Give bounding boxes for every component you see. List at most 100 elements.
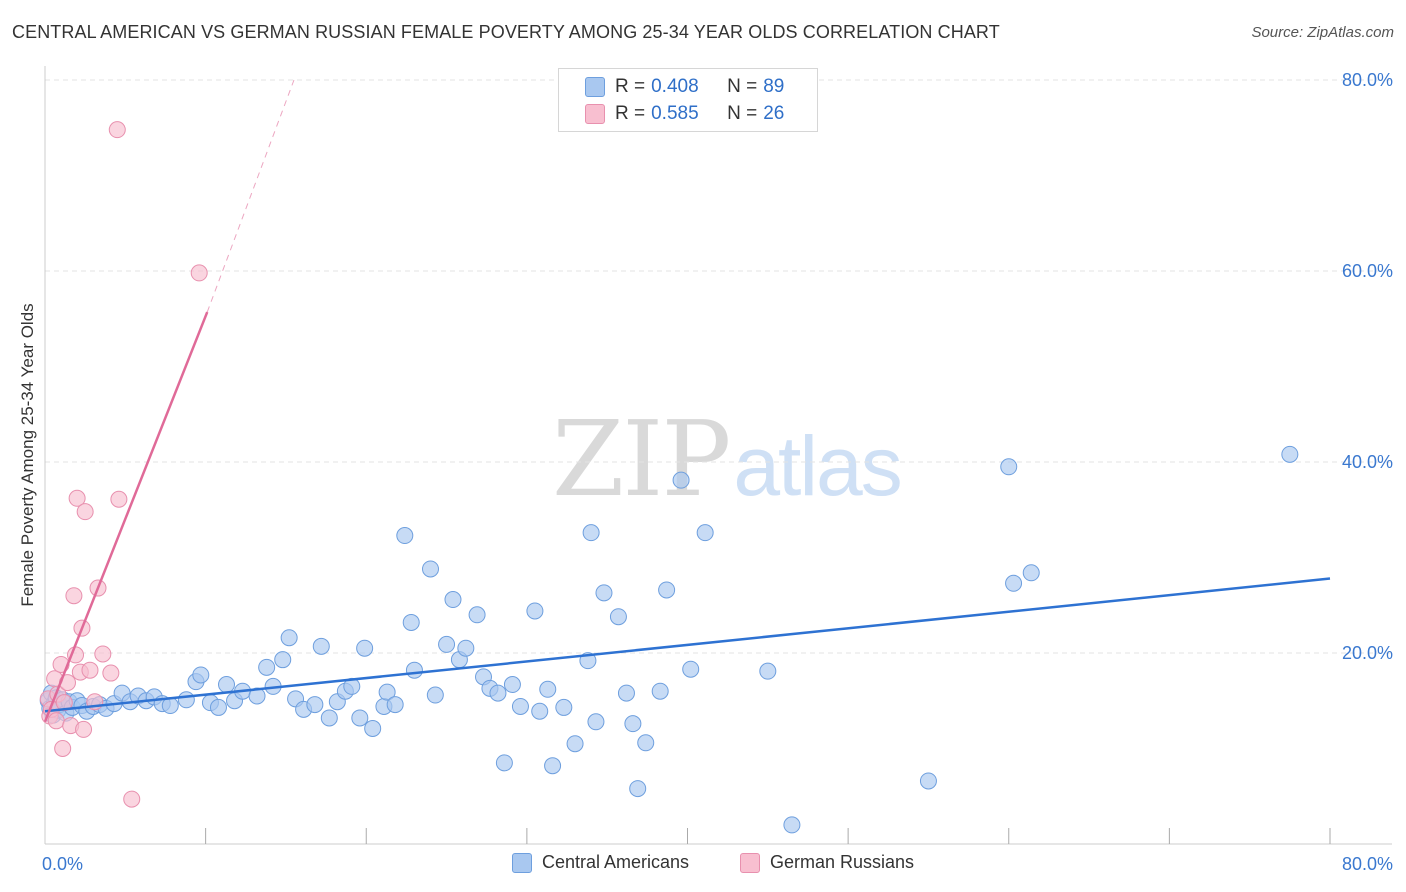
data-point-german-russians (108, 121, 126, 139)
watermark-zip: ZIP (552, 398, 731, 520)
data-point-german-russians (81, 661, 99, 679)
data-point-central-americans (274, 651, 292, 669)
data-point-central-americans (696, 524, 714, 542)
y-axis-label: Female Poverty Among 25-34 Year Olds (18, 303, 37, 607)
data-point-central-americans (258, 658, 276, 676)
data-point-central-americans (1000, 458, 1018, 476)
data-point-central-americans (1022, 564, 1040, 582)
data-point-german-russians (47, 712, 65, 730)
data-point-central-americans (396, 527, 414, 545)
data-point-central-americans (218, 676, 236, 694)
data-point-central-americans (539, 680, 557, 698)
data-point-central-americans (495, 754, 513, 772)
data-point-central-americans (248, 687, 266, 705)
watermark: ZIPatlas (552, 398, 903, 520)
data-point-german-russians (190, 264, 208, 282)
data-point-german-russians (55, 694, 73, 712)
data-point-central-americans (306, 696, 324, 714)
data-point-central-americans (351, 709, 369, 727)
data-point-central-americans (378, 683, 396, 701)
bottom-legend-swatch-pink (740, 852, 760, 873)
legend: R = 0.408 N = 89 R = 0.585 N = 26 (558, 68, 818, 132)
data-point-central-americans (629, 780, 647, 798)
data-point-central-americans (192, 666, 210, 684)
data-point-central-americans (595, 584, 613, 602)
data-point-central-americans (468, 606, 486, 624)
legend-swatch-blue (585, 77, 605, 97)
source-credit: Source: ZipAtlas.com (1251, 24, 1394, 41)
data-point-german-russians (94, 645, 112, 663)
data-point-german-russians (123, 790, 141, 808)
data-point-central-americans (759, 662, 777, 680)
data-point-central-americans (566, 735, 584, 753)
data-point-central-americans (280, 629, 298, 647)
data-point-german-russians (75, 720, 93, 738)
legend-r-label: R = (615, 76, 646, 97)
data-point-central-americans (402, 613, 420, 631)
data-point-central-americans (531, 702, 549, 720)
bottom-legend-german-russians[interactable]: German Russians (740, 852, 914, 873)
data-point-german-russians (76, 503, 94, 521)
data-point-central-americans (555, 698, 573, 716)
data-point-central-americans (177, 691, 195, 709)
data-point-central-americans (457, 639, 475, 657)
y-tick-label: 60.0% (1342, 261, 1393, 281)
data-point-central-americans (503, 676, 521, 694)
data-point-central-americans (426, 686, 444, 704)
data-point-central-americans (356, 639, 374, 657)
legend-n-value: 89 (763, 76, 785, 97)
data-point-central-americans (405, 661, 423, 679)
data-point-central-americans (783, 816, 801, 834)
legend-row-central-americans: R = 0.408 N = 89 (585, 75, 784, 99)
data-point-central-americans (672, 471, 690, 489)
data-point-central-americans (386, 696, 404, 714)
data-point-german-russians (68, 489, 86, 507)
data-point-central-americans (422, 560, 439, 578)
data-point-central-americans (637, 734, 655, 752)
data-point-central-americans (587, 713, 605, 731)
data-point-central-americans (651, 682, 669, 700)
watermark-atlas: atlas (733, 419, 902, 513)
bottom-legend-label: Central Americans (542, 852, 690, 872)
data-point-german-russians (65, 587, 83, 605)
y-tick-label: 40.0% (1342, 452, 1393, 472)
legend-swatch-pink (585, 104, 605, 124)
data-point-central-americans (682, 660, 700, 678)
data-point-central-americans (609, 608, 627, 626)
data-point-central-americans (511, 697, 529, 715)
trend-line-extension-german-russians (206, 79, 295, 313)
trend-line-german-russians (43, 311, 209, 723)
bottom-legend-swatch-blue (512, 852, 532, 873)
y-tick-label: 20.0% (1342, 643, 1393, 663)
data-point-central-americans (1005, 574, 1023, 592)
data-point-german-russians (102, 664, 120, 682)
legend-n-label: N = (727, 76, 758, 97)
legend-n-label: N = (727, 103, 758, 124)
bottom-legend-label: German Russians (770, 852, 915, 872)
data-point-central-americans (658, 581, 676, 599)
bottom-legend: Central Americans German Russians (0, 852, 1406, 876)
legend-n-value: 26 (763, 103, 785, 124)
legend-row-german-russians: R = 0.585 N = 26 (585, 102, 784, 126)
data-point-central-americans (444, 591, 462, 609)
legend-r-value: 0.585 (651, 103, 699, 124)
data-point-central-americans (320, 709, 338, 727)
data-point-central-americans (364, 719, 382, 737)
trend-line-central-americans (44, 577, 1331, 713)
data-point-central-americans (526, 602, 544, 620)
bottom-legend-central-americans[interactable]: Central Americans (512, 852, 689, 873)
data-point-central-americans (624, 715, 642, 733)
data-point-german-russians (110, 490, 128, 508)
data-point-central-americans (209, 698, 227, 716)
data-point-german-russians (54, 740, 72, 757)
chart-title: CENTRAL AMERICAN VS GERMAN RUSSIAN FEMAL… (12, 22, 1000, 42)
y-tick-label: 80.0% (1342, 70, 1393, 90)
data-point-central-americans (919, 772, 937, 790)
data-point-central-americans (489, 684, 507, 702)
legend-r-label: R = (615, 103, 646, 124)
legend-r-value: 0.408 (651, 76, 699, 97)
x-tick-label: 0.0% (42, 854, 83, 874)
data-point-central-americans (438, 635, 456, 653)
data-point-central-americans (582, 524, 600, 542)
